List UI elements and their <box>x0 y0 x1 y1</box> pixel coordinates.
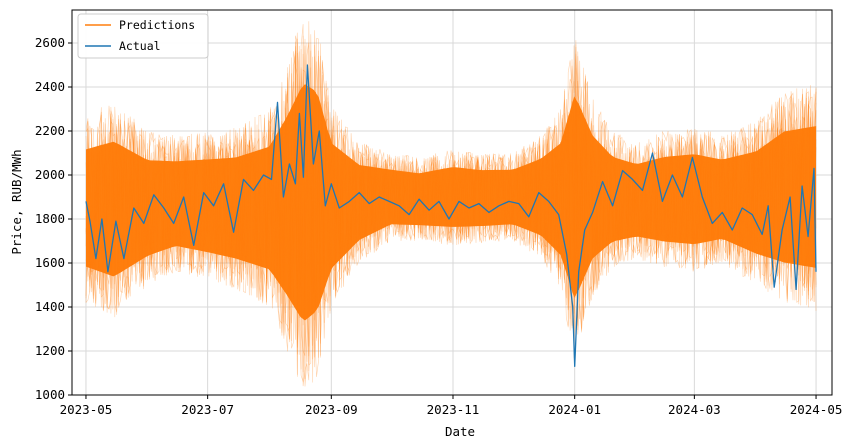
predictions-core-band <box>85 84 817 321</box>
y-tick-label: 2200 <box>35 123 65 138</box>
y-tick-label: 1400 <box>35 299 65 314</box>
legend: Predictions Actual <box>77 13 209 59</box>
predictions-trace <box>85 52 817 387</box>
predictions-trace <box>85 64 817 373</box>
actual-series <box>85 64 817 368</box>
y-tick-label: 2600 <box>35 35 65 50</box>
y-tick-label: 1200 <box>35 343 65 358</box>
predictions-trace <box>85 42 817 383</box>
predictions-trace <box>85 51 817 355</box>
predictions-trace <box>85 40 817 375</box>
y-tick-label: 1600 <box>35 255 65 270</box>
predictions-series <box>85 21 817 387</box>
predictions-trace <box>85 30 817 387</box>
y-tick-label: 1800 <box>35 211 65 226</box>
x-tick-label: 2024-05 <box>790 402 843 417</box>
x-tick-label: 2024-01 <box>548 402 601 417</box>
predictions-trace <box>85 21 817 370</box>
x-tick-label: 2023-05 <box>60 402 113 417</box>
x-axis: 2023-05 2023-07 2023-09 2023-11 2024-01 2024-… <box>60 395 843 417</box>
y-tick-label: 2000 <box>35 167 65 182</box>
x-tick-label: 2023-07 <box>181 402 234 417</box>
predictions-trace <box>85 24 817 380</box>
y-axis-label: Price, RUB/MWh <box>9 149 24 254</box>
legend-predictions-label: Predictions <box>119 18 195 32</box>
y-tick-label: 2400 <box>35 79 65 94</box>
plot-frame <box>71 9 833 396</box>
x-tick-label: 2024-03 <box>668 402 721 417</box>
x-tick-label: 2023-09 <box>305 402 358 417</box>
x-tick-label: 2023-11 <box>427 402 480 417</box>
predictions-trace <box>85 45 817 377</box>
actual-line <box>85 64 817 368</box>
y-tick-label: 1000 <box>35 387 65 402</box>
y-axis: 1000 1200 1400 1600 1800 2000 2200 2400 2600 <box>35 35 72 402</box>
x-axis-label: Date <box>445 424 475 439</box>
predictions-trace <box>85 41 817 382</box>
predictions-trace <box>85 38 817 340</box>
legend-actual-label: Actual <box>119 39 161 53</box>
predictions-trace <box>85 38 817 366</box>
predictions-trace <box>85 44 817 355</box>
